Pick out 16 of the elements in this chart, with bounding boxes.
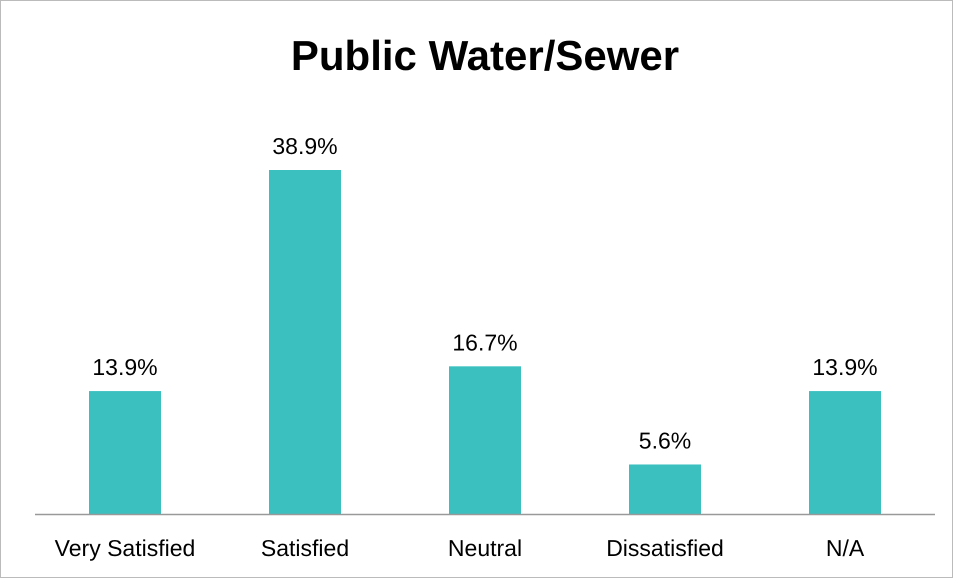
chart-title: Public Water/Sewer [290, 32, 680, 79]
data-label: 13.9% [812, 354, 878, 380]
bar [449, 366, 521, 514]
data-label: 13.9% [92, 354, 158, 380]
data-label: 5.6% [638, 427, 692, 454]
data-label: 16.7% [452, 329, 518, 356]
x-tick-label: Very Satisfied [54, 535, 196, 561]
x-tick-label: Neutral [448, 535, 522, 561]
bar [269, 170, 341, 514]
x-tick-label: N/A [826, 535, 865, 561]
x-tick-label: Dissatisfied [606, 535, 724, 561]
bar [89, 391, 161, 514]
data-label: 38.9% [272, 133, 338, 159]
bar [809, 391, 881, 514]
bar [629, 464, 701, 514]
x-tick-label: Satisfied [260, 535, 350, 561]
